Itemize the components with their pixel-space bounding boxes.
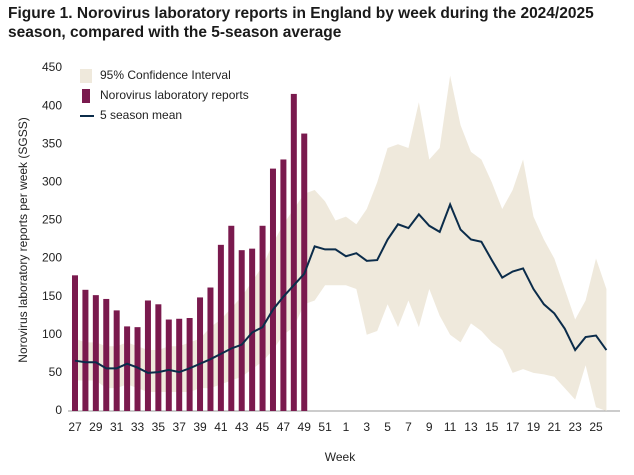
bar (103, 298, 110, 411)
y-tick-label: 350 (42, 136, 62, 150)
x-tick-label: 13 (464, 420, 478, 434)
bar (155, 304, 162, 411)
y-tick-label: 200 (42, 251, 62, 265)
x-tick-label: 45 (256, 420, 270, 434)
x-tick-label: 27 (68, 420, 82, 434)
x-tick-label: 49 (298, 420, 312, 434)
bar (269, 168, 276, 411)
bar (72, 275, 78, 411)
bar (259, 225, 266, 411)
bar (165, 319, 172, 411)
y-tick-label: 250 (42, 213, 62, 227)
confidence-band (75, 75, 607, 411)
x-tick-label: 3 (363, 420, 370, 434)
bar (176, 318, 183, 411)
y-tick-label: 50 (49, 365, 63, 379)
y-tick-label: 450 (42, 60, 62, 74)
bar (82, 289, 89, 411)
x-tick-label: 7 (405, 420, 412, 434)
x-tick-label: 47 (277, 420, 291, 434)
x-tick-label: 25 (589, 420, 603, 434)
bar (290, 93, 297, 411)
x-tick-label: 5 (384, 420, 391, 434)
bar (238, 250, 245, 411)
x-tick-label: 51 (318, 420, 332, 434)
x-axis-label: Week (325, 450, 356, 464)
bar (134, 327, 141, 411)
bar (124, 326, 131, 411)
bar (207, 287, 214, 411)
y-tick-label: 0 (55, 403, 62, 417)
bar (113, 310, 120, 411)
mean-line (74, 201, 608, 374)
bar (186, 318, 193, 411)
bar (217, 244, 224, 411)
x-tick-label: 21 (548, 420, 562, 434)
x-tick-label: 17 (506, 420, 520, 434)
x-tick-label: 15 (485, 420, 499, 434)
x-tick-label: 11 (444, 420, 457, 434)
y-tick-label: 300 (42, 175, 62, 189)
legend-swatch (80, 69, 92, 83)
x-tick-label: 37 (173, 420, 187, 434)
legend-swatch (82, 89, 90, 103)
bar (280, 159, 287, 411)
x-tick-label: 33 (131, 420, 145, 434)
x-tick-label: 41 (214, 420, 228, 434)
x-tick-label: 9 (426, 420, 433, 434)
bar (197, 297, 204, 411)
x-tick-label: 29 (89, 420, 103, 434)
x-tick-label: 1 (343, 420, 350, 434)
x-tick-label: 19 (527, 420, 541, 434)
legend-label: 5 season mean (100, 108, 182, 122)
x-tick-label: 23 (568, 420, 582, 434)
y-tick-label: 100 (42, 327, 62, 341)
bar (144, 300, 151, 411)
chart-title: Figure 1. Norovirus laboratory reports i… (8, 5, 594, 41)
bar (228, 225, 235, 411)
x-tick-label: 43 (235, 420, 249, 434)
x-tick-label: 35 (152, 420, 166, 434)
bar (249, 248, 256, 411)
y-tick-label: 150 (42, 289, 62, 303)
x-tick-label: 39 (193, 420, 207, 434)
y-axis-label: Norovirus laboratory reports per week (S… (16, 117, 30, 362)
x-tick-label: 31 (110, 420, 124, 434)
bar (92, 295, 99, 411)
y-tick-label: 400 (42, 98, 62, 112)
legend-label: 95% Confidence Interval (100, 68, 231, 82)
legend-label: Norovirus laboratory reports (100, 88, 249, 102)
